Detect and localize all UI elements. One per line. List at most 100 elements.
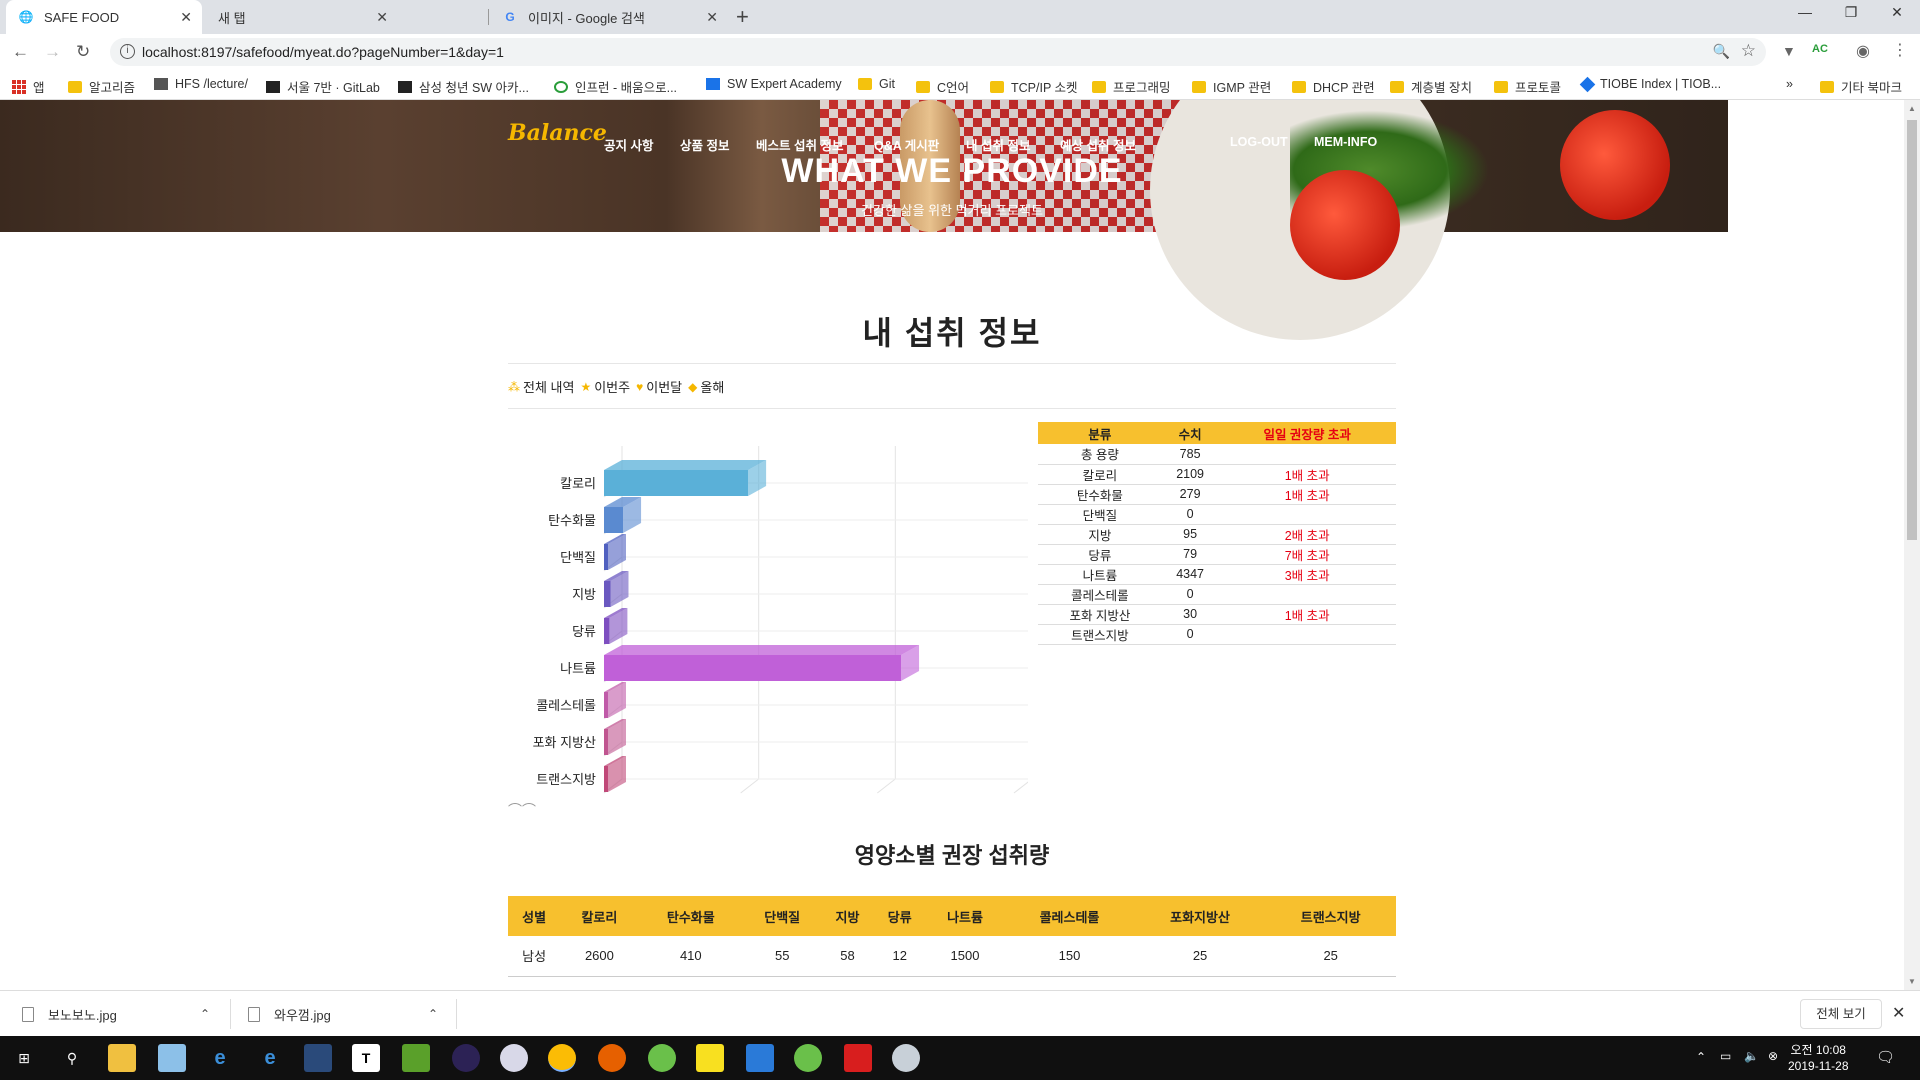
folder-icon xyxy=(1192,80,1206,93)
bookmark-item[interactable]: TIOBE Index | TIOB... xyxy=(1579,76,1721,92)
bookmark-item[interactable]: TCP/IP 소켓 xyxy=(990,77,1078,96)
show-all-downloads-button[interactable]: 전체 보기 xyxy=(1800,999,1882,1029)
reload-icon[interactable]: ↻ xyxy=(76,42,91,61)
page-scrollbar[interactable]: ▲ ▼ xyxy=(1904,100,1920,990)
period-filters: ⁂ 전체 내역 ★ 이번주 ♥ 이번달 ◆ 올해 xyxy=(508,377,724,396)
bookmark-item[interactable]: SW Expert Academy xyxy=(706,77,842,91)
address-bar[interactable]: i localhost:8197/safefood/myeat.do?pageN… xyxy=(110,38,1766,66)
filter-label: 이번달 xyxy=(646,380,683,395)
tab-new[interactable]: 새 탭 ✕ xyxy=(206,0,398,34)
table-cell: 25 xyxy=(1265,936,1396,977)
bookmark-label: Git xyxy=(879,77,895,91)
tab-safe-food[interactable]: 🌐 SAFE FOOD ✕ xyxy=(6,0,202,34)
zoom-icon[interactable]: 🔍 xyxy=(1712,43,1730,59)
edge-icon[interactable]: e xyxy=(214,1046,226,1069)
bookmarks-overflow[interactable]: » xyxy=(1786,77,1793,91)
download-item[interactable]: 보노보노.jpg ⌃ xyxy=(22,991,226,1037)
spring-icon[interactable] xyxy=(648,1044,676,1072)
bookmark-item[interactable]: 알고리즘 xyxy=(68,77,135,96)
internet-explorer-icon[interactable]: e xyxy=(264,1046,276,1069)
tab-google-images[interactable]: G 이미지 - Google 검색 ✕ xyxy=(490,0,728,34)
scroll-up-icon[interactable]: ▲ xyxy=(1908,104,1916,113)
sticky-notes-icon[interactable] xyxy=(696,1044,724,1072)
filter-all[interactable]: ⁂ 전체 내역 xyxy=(508,377,574,396)
nav-expected-intake[interactable]: 예상 섭취 정보 xyxy=(1060,139,1136,153)
close-icon[interactable]: ✕ xyxy=(180,9,192,25)
status-icon[interactable]: ⊗ xyxy=(1768,1049,1779,1063)
chevron-up-icon[interactable]: ⌃ xyxy=(200,1007,211,1021)
member-info-link[interactable]: MEM-INFO xyxy=(1314,135,1378,149)
bookmark-item[interactable]: DHCP 관련 xyxy=(1292,77,1375,96)
bookmark-item[interactable]: 서울 7반 · GitLab xyxy=(266,77,380,96)
close-icon[interactable]: ✕ xyxy=(376,9,388,25)
notepad-plus-icon[interactable] xyxy=(402,1044,430,1072)
table-cell: 남성 xyxy=(508,936,561,977)
nav-my-intake[interactable]: 내 섭취 정보 xyxy=(966,139,1031,153)
forward-icon[interactable]: → xyxy=(44,42,61,61)
network-icon[interactable]: ▭ xyxy=(1720,1049,1732,1063)
windows-start-icon[interactable]: ⊞ xyxy=(18,1049,30,1066)
filter-this-year[interactable]: ◆ 올해 xyxy=(688,377,724,396)
taskbar-clock[interactable]: 오전 10:08 2019-11-28 xyxy=(1788,1042,1849,1074)
bookmark-item[interactable]: HFS /lecture/ xyxy=(154,77,248,91)
bookmark-item[interactable]: 인프런 - 배움으로... xyxy=(554,77,677,96)
chrome-icon[interactable] xyxy=(548,1044,576,1072)
bookmark-apps[interactable]: 앱 xyxy=(12,77,45,96)
nav-qna[interactable]: Q&A 게시판 xyxy=(874,139,940,153)
hero-spoon-image xyxy=(900,100,960,232)
column-header: 포화지방산 xyxy=(1134,896,1266,936)
y-category-label: 탄수화물 xyxy=(548,513,596,528)
filter-this-week[interactable]: ★ 이번주 xyxy=(580,377,630,396)
spring-tool-icon[interactable] xyxy=(794,1044,822,1072)
nav-products[interactable]: 상품 정보 xyxy=(680,139,730,153)
search-icon[interactable]: ⚲ xyxy=(66,1049,78,1066)
file-explorer-icon[interactable] xyxy=(108,1044,136,1072)
typora-icon[interactable]: T xyxy=(352,1044,380,1072)
bookmark-item[interactable]: 프로토콜 xyxy=(1494,77,1561,96)
terminal-icon[interactable] xyxy=(304,1044,332,1072)
profile-icon[interactable]: ◉ xyxy=(1856,43,1870,60)
extension-ac-icon[interactable]: AC xyxy=(1812,43,1828,55)
new-tab-icon[interactable]: + xyxy=(736,4,749,29)
vscode-icon[interactable] xyxy=(746,1044,774,1072)
close-icon[interactable]: ✕ xyxy=(706,9,718,25)
bookmark-star-icon[interactable]: ☆ xyxy=(1740,41,1756,60)
table-cell: 58 xyxy=(821,936,874,977)
bookmark-item[interactable]: Git xyxy=(858,77,895,91)
site-icon xyxy=(398,80,412,93)
tool-icon[interactable] xyxy=(892,1044,920,1072)
bookmark-item[interactable]: IGMP 관련 xyxy=(1192,77,1271,96)
menu-icon[interactable]: ⋮ xyxy=(1892,42,1908,59)
logout-link[interactable]: LOG-OUT xyxy=(1230,135,1288,149)
back-icon[interactable]: ← xyxy=(12,42,29,61)
filter-this-month[interactable]: ♥ 이번달 xyxy=(636,377,682,396)
notepad-icon[interactable] xyxy=(158,1044,186,1072)
restore-icon[interactable]: ❐ xyxy=(1844,4,1858,20)
bookmark-item[interactable]: 계층별 장치 xyxy=(1390,77,1472,96)
minimize-icon[interactable]: — xyxy=(1798,4,1812,20)
extension-icon[interactable]: ▼ xyxy=(1782,43,1796,59)
brand-logo[interactable]: Balance xyxy=(508,120,607,146)
close-icon[interactable]: ✕ xyxy=(1892,1005,1906,1022)
nav-best-intake[interactable]: 베스트 섭취 정보 xyxy=(756,139,844,153)
bookmark-item[interactable]: C언어 xyxy=(916,77,969,96)
mysql-icon[interactable] xyxy=(500,1044,528,1072)
scroll-down-icon[interactable]: ▼ xyxy=(1908,977,1916,986)
bookmark-other[interactable]: 기타 북마크 xyxy=(1820,77,1902,96)
bookmark-item[interactable]: 삼성 청년 SW 아카... xyxy=(398,77,529,96)
notifications-icon[interactable]: 🗨 xyxy=(1876,1049,1896,1066)
acrobat-icon[interactable] xyxy=(844,1044,872,1072)
grid-line xyxy=(1013,778,1033,794)
window-close-icon[interactable]: ✕ xyxy=(1891,4,1903,20)
nav-notice[interactable]: 공지 사항 xyxy=(604,139,654,153)
eclipse-icon[interactable] xyxy=(452,1044,480,1072)
bookmark-item[interactable]: 프로그래밍 xyxy=(1092,77,1171,96)
tray-chevron-icon[interactable]: ⌃ xyxy=(1696,1050,1707,1064)
scrollbar-thumb[interactable] xyxy=(1907,120,1917,540)
firefox-icon[interactable] xyxy=(598,1044,626,1072)
info-icon[interactable]: i xyxy=(120,44,135,59)
bar-top xyxy=(604,534,626,544)
volume-icon[interactable]: 🔈 xyxy=(1744,1049,1759,1063)
chevron-up-icon[interactable]: ⌃ xyxy=(428,1007,439,1021)
download-item[interactable]: 와우껌.jpg ⌃ xyxy=(248,991,452,1037)
